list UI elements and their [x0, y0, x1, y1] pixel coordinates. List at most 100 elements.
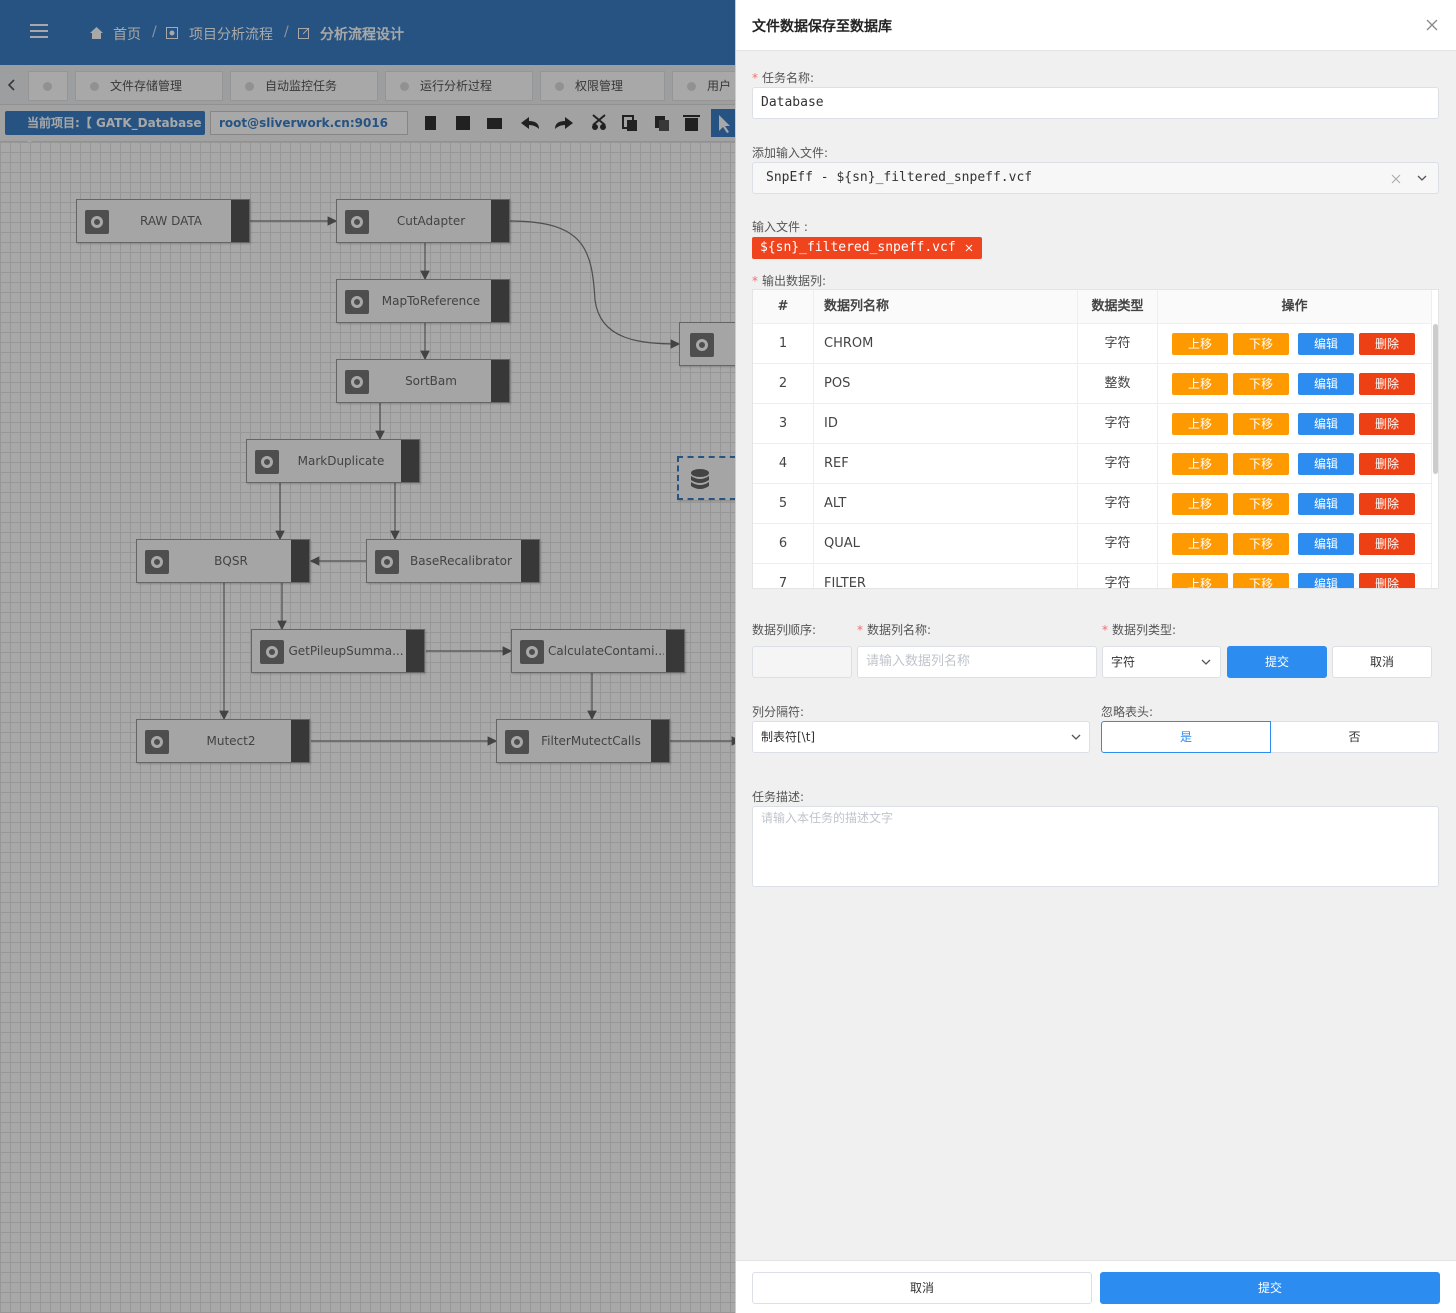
- separator-select[interactable]: 制表符[\t]: [752, 721, 1090, 753]
- clear-icon[interactable]: [1391, 174, 1401, 184]
- action-button[interactable]: 下移: [1233, 533, 1289, 555]
- flow-node[interactable]: CalculateContami...: [511, 629, 685, 673]
- scrollbar[interactable]: [1433, 324, 1438, 474]
- tag-label: ${sn}_filtered_snpeff.vcf: [760, 240, 956, 255]
- radio-option-selected[interactable]: 是: [1101, 721, 1271, 753]
- flow-node[interactable]: MapToReference: [336, 279, 510, 323]
- action-button[interactable]: 上移: [1172, 493, 1228, 515]
- node-icon: [145, 550, 169, 574]
- button-label: 提交: [1257, 1281, 1282, 1295]
- column-type-select[interactable]: 字符: [1102, 646, 1221, 678]
- server-select[interactable]: root@sliverwork.cn:9016: [210, 111, 408, 135]
- action-button[interactable]: 下移: [1233, 373, 1289, 395]
- table-cell: 字符: [1078, 524, 1158, 564]
- action-button[interactable]: 删除: [1359, 413, 1415, 435]
- order-input[interactable]: [752, 646, 852, 678]
- tab-label: 文件存储管理: [110, 79, 183, 93]
- node-handle[interactable]: [491, 360, 509, 402]
- table-header: 操作: [1158, 290, 1432, 324]
- menu-icon[interactable]: [30, 24, 48, 38]
- action-button[interactable]: 上移: [1172, 413, 1228, 435]
- node-handle[interactable]: [491, 200, 509, 242]
- flow-node[interactable]: MarkDuplicate: [246, 439, 420, 483]
- action-button[interactable]: 上移: [1172, 453, 1228, 475]
- action-button[interactable]: 下移: [1233, 453, 1289, 475]
- node-handle[interactable]: [291, 720, 309, 762]
- radio-option[interactable]: 否: [1271, 721, 1439, 753]
- close-button[interactable]: [1426, 19, 1438, 31]
- tab[interactable]: 文件存储管理: [75, 71, 223, 101]
- tab[interactable]: [28, 71, 68, 101]
- action-button[interactable]: 编辑: [1298, 373, 1354, 395]
- cancel-column-button[interactable]: 取消: [1332, 646, 1432, 678]
- flow-node[interactable]: BQSR: [136, 539, 310, 583]
- node-handle[interactable]: [401, 440, 419, 482]
- node-handle[interactable]: [651, 720, 669, 762]
- description-textarea[interactable]: 请输入本任务的描述文字: [752, 806, 1439, 887]
- action-button[interactable]: 下移: [1233, 333, 1289, 355]
- action-button[interactable]: 下移: [1233, 413, 1289, 435]
- tab[interactable]: 运行分析过程: [385, 71, 533, 101]
- action-button[interactable]: 编辑: [1298, 493, 1354, 515]
- modal-mask[interactable]: [0, 0, 735, 1313]
- action-button[interactable]: 下移: [1233, 573, 1289, 588]
- flow-node[interactable]: GetPileupSumma...: [251, 629, 425, 673]
- action-button[interactable]: 上移: [1172, 333, 1228, 355]
- flow-node[interactable]: FilterMutectCalls: [496, 719, 670, 763]
- node-handle[interactable]: [231, 200, 249, 242]
- action-button[interactable]: 删除: [1359, 573, 1415, 588]
- node-handle[interactable]: [491, 280, 509, 322]
- submit-column-button[interactable]: 提交: [1227, 646, 1327, 678]
- tab-label: 权限管理: [575, 79, 624, 93]
- flow-node[interactable]: SortBam: [336, 359, 510, 403]
- action-button[interactable]: 上移: [1172, 533, 1228, 555]
- action-button[interactable]: 上移: [1172, 373, 1228, 395]
- node-handle[interactable]: [666, 630, 684, 672]
- node-handle[interactable]: [521, 540, 539, 582]
- action-button[interactable]: 编辑: [1298, 453, 1354, 475]
- action-button[interactable]: 编辑: [1298, 533, 1354, 555]
- node-icon: [520, 640, 544, 664]
- file-tag: ${sn}_filtered_snpeff.vcf: [752, 237, 982, 259]
- server-value: root@sliverwork.cn:9016: [219, 116, 389, 130]
- table-cell: ID: [814, 404, 1078, 444]
- workflow-editor: 首页 / 项目分析流程 / 分析流程设计 文件存储管理 自动监控任务 运行分析过…: [0, 0, 735, 1313]
- column-name-input[interactable]: 请输入数据列名称: [857, 646, 1097, 678]
- action-button[interactable]: 删除: [1359, 533, 1415, 555]
- input-file-select[interactable]: SnpEff - ${sn}_filtered_snpeff.vcf: [752, 162, 1439, 194]
- flow-node[interactable]: RAW DATA: [76, 199, 250, 243]
- action-button[interactable]: 删除: [1359, 373, 1415, 395]
- breadcrumb-separator: /: [152, 24, 157, 40]
- action-button[interactable]: 编辑: [1298, 573, 1354, 588]
- action-button[interactable]: 上移: [1172, 573, 1228, 588]
- action-button[interactable]: 编辑: [1298, 413, 1354, 435]
- table-header: #: [753, 290, 814, 324]
- flow-node[interactable]: Mutect2: [136, 719, 310, 763]
- action-button[interactable]: 删除: [1359, 453, 1415, 475]
- tab[interactable]: 自动监控任务: [230, 71, 378, 101]
- flow-node[interactable]: [679, 322, 735, 366]
- flow-node-selected[interactable]: [677, 456, 735, 500]
- node-handle[interactable]: [291, 540, 309, 582]
- table-cell: FILTER: [814, 564, 1078, 588]
- tab[interactable]: 权限管理: [540, 71, 665, 101]
- breadcrumb-item[interactable]: 项目分析流程: [189, 27, 273, 43]
- action-button[interactable]: 编辑: [1298, 333, 1354, 355]
- action-button[interactable]: 删除: [1359, 333, 1415, 355]
- tag-close[interactable]: [965, 244, 973, 252]
- submit-button[interactable]: 提交: [1100, 1272, 1440, 1304]
- node-handle[interactable]: [406, 630, 424, 672]
- table-cell: 5: [753, 484, 814, 524]
- task-name-input[interactable]: Database: [752, 87, 1439, 119]
- action-button[interactable]: 删除: [1359, 493, 1415, 515]
- tab[interactable]: 用户: [672, 71, 735, 101]
- flow-node[interactable]: CutAdapter: [336, 199, 510, 243]
- node-icon: [145, 730, 169, 754]
- breadcrumb-item[interactable]: 首页: [113, 27, 141, 43]
- flow-node[interactable]: BaseRecalibrator: [366, 539, 540, 583]
- action-cell: 上移 下移 编辑 删除: [1158, 484, 1432, 524]
- cancel-button[interactable]: 取消: [752, 1272, 1092, 1304]
- toolbar-icons[interactable]: [415, 109, 735, 137]
- action-button[interactable]: 下移: [1233, 493, 1289, 515]
- tab-scroll-left[interactable]: [8, 79, 16, 91]
